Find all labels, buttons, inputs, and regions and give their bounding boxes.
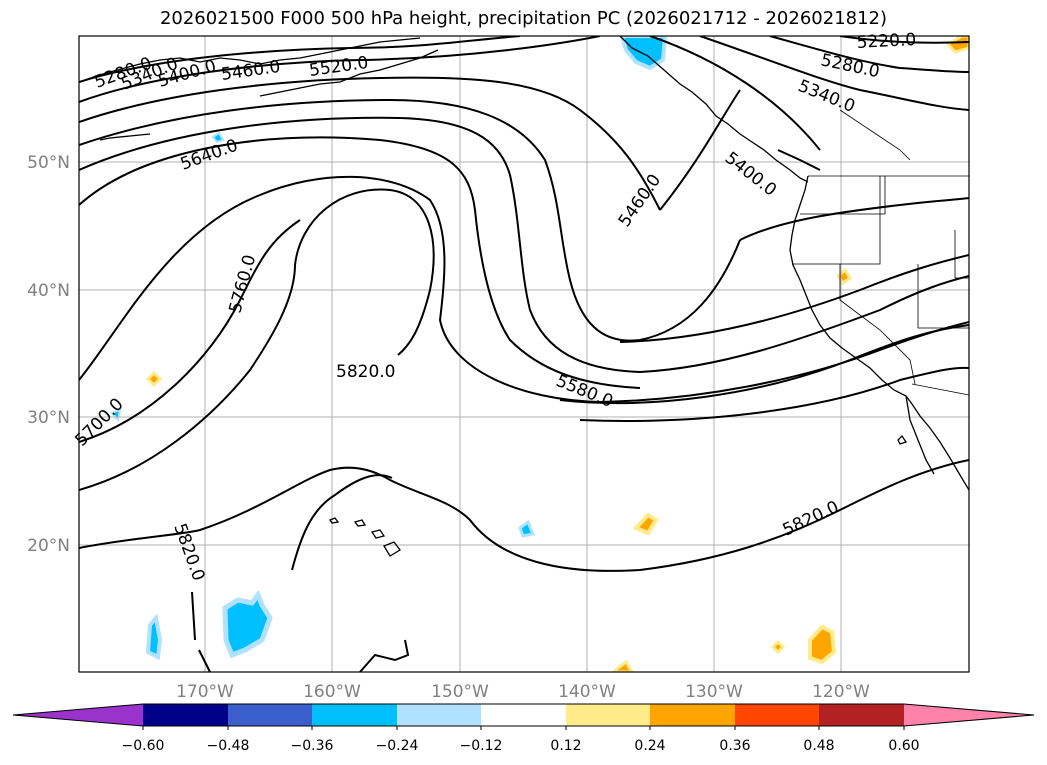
colorbar-tick-label: 0.60 [888, 738, 919, 754]
colorbar-tick-label: −0.36 [291, 738, 334, 754]
lon-label: 130°W [685, 682, 743, 702]
precip-positive-area [945, 36, 969, 54]
lat-label: 30°N [27, 408, 70, 428]
precip-shading [110, 36, 969, 672]
lat-label: 20°N [27, 536, 70, 556]
precip-positive-area [145, 370, 163, 388]
lat-label: 50°N [27, 153, 70, 173]
colorbar-segment [481, 704, 566, 726]
colorbar-extend-low [13, 704, 143, 726]
precip-negative-area [145, 613, 163, 661]
colorbar-tick-label: 0.48 [803, 738, 834, 754]
lat-label: 40°N [27, 281, 70, 301]
colorbar-tick-label: 0.36 [719, 738, 750, 754]
colorbar-tick-label: 0.12 [550, 738, 581, 754]
colorbar-tick-label: −0.12 [460, 738, 503, 754]
colorbar-tick-label: −0.48 [207, 738, 250, 754]
colorbar-segment [566, 704, 650, 726]
colorbar-segment [228, 704, 312, 726]
contour-label: 5820.0 [336, 362, 395, 382]
precip-positive-area [611, 659, 634, 672]
colorbar-segment [143, 704, 228, 726]
colorbar-segment [312, 704, 397, 726]
map-title: 2026021500 F000 500 hPa height, precipit… [159, 8, 888, 29]
height-contours [79, 36, 969, 672]
lon-label: 150°W [431, 682, 489, 702]
precip-positive-area [808, 624, 837, 665]
precip-negative-area [619, 36, 668, 71]
colorbar-extend-high [904, 704, 1034, 726]
precip-negative-area [518, 519, 536, 538]
colorbar-segment [650, 704, 735, 726]
colorbar-tick-label: 0.24 [634, 738, 665, 754]
map-area [79, 36, 969, 672]
latitude-labels: 50°N 40°N 30°N 20°N [27, 153, 70, 556]
colorbar: −0.60 −0.48 −0.36 −0.24 −0.12 0.12 0.24 … [12, 703, 1035, 754]
plot-frame [78, 35, 970, 673]
colorbar-segment [735, 704, 819, 726]
precip-negative-area [211, 131, 225, 144]
colorbar-tick-label: −0.24 [376, 738, 419, 754]
colorbar-segment [397, 704, 481, 726]
lon-label: 170°W [176, 682, 234, 702]
lon-label: 140°W [558, 682, 616, 702]
precip-negative-area [222, 589, 273, 659]
lon-label: 160°W [303, 682, 361, 702]
lon-label: 120°W [812, 682, 870, 702]
longitude-labels: 170°W 160°W 150°W 140°W 130°W 120°W [176, 682, 870, 702]
colorbar-segment [819, 704, 904, 726]
colorbar-tick-label: −0.60 [122, 738, 165, 754]
precip-positive-area [770, 639, 786, 655]
contour-label: 5220.0 [856, 30, 916, 53]
precip-positive-area [632, 512, 659, 536]
